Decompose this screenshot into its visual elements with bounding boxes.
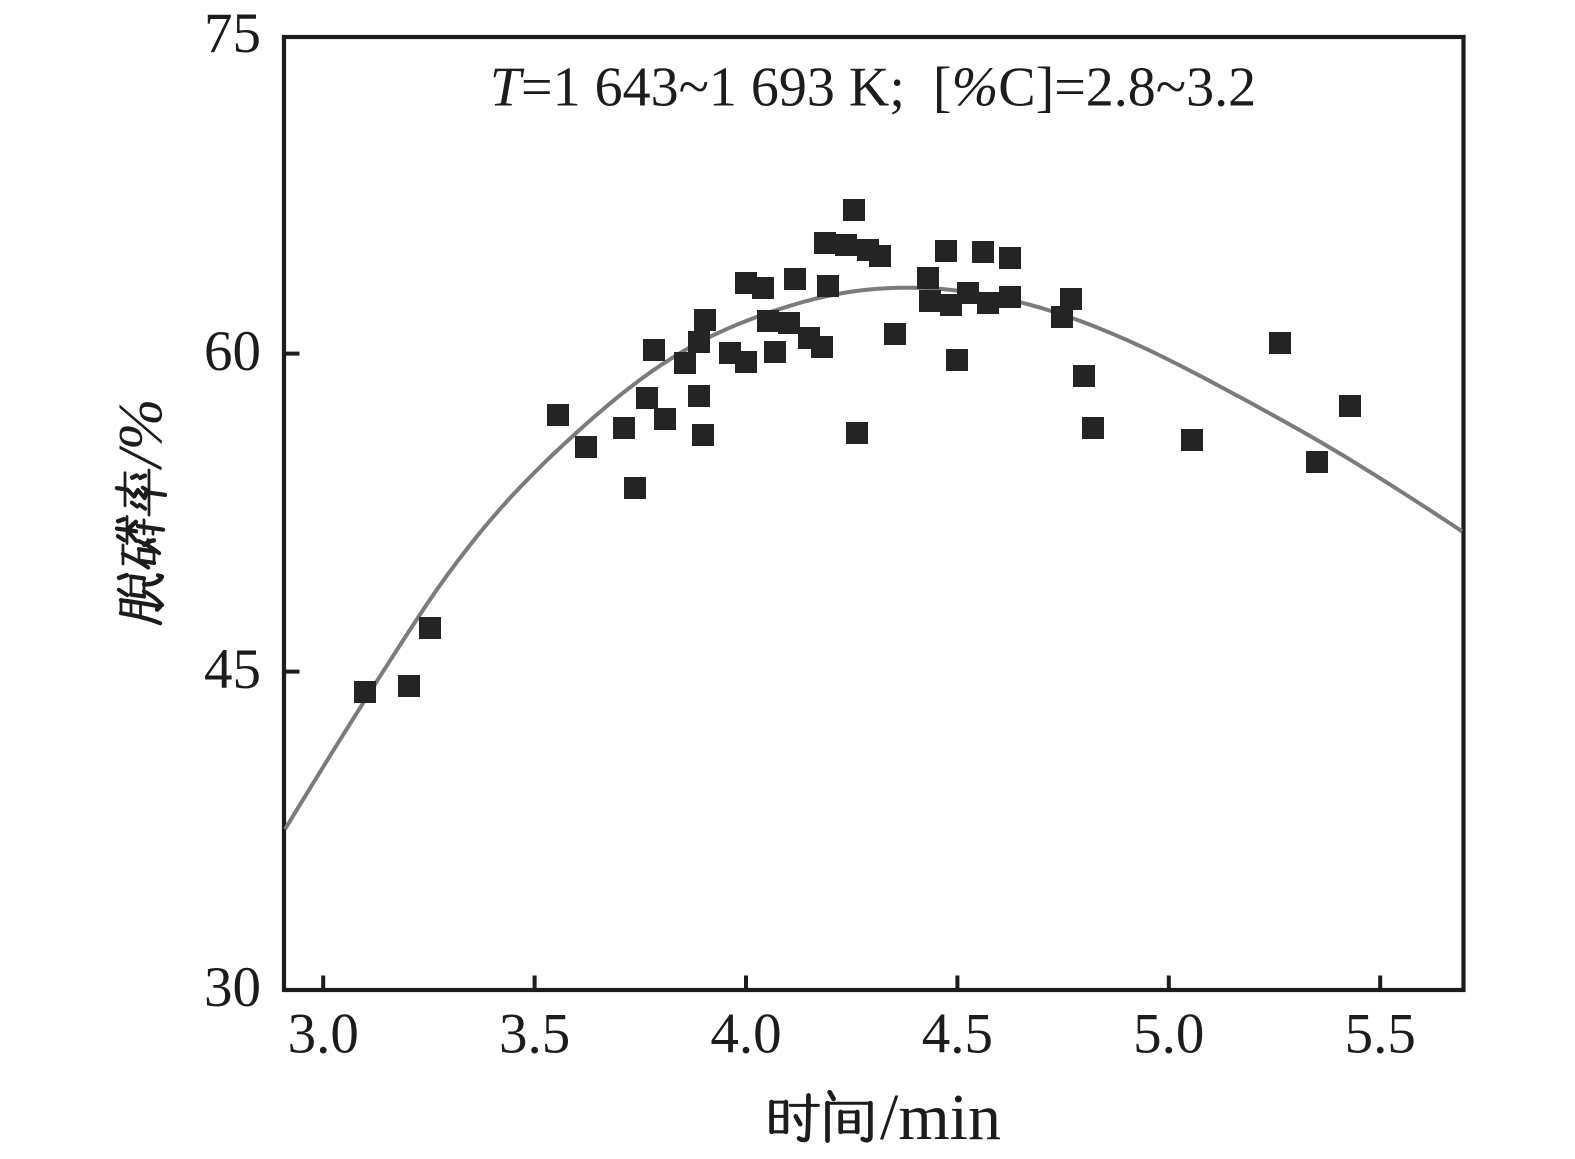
svg-text:4.0: 4.0 <box>710 1003 781 1066</box>
svg-text:5.0: 5.0 <box>1133 1003 1204 1066</box>
svg-text:60: 60 <box>204 320 261 383</box>
svg-text:3.5: 3.5 <box>499 1003 570 1066</box>
svg-text:/%: /% <box>107 399 175 471</box>
svg-text:3.0: 3.0 <box>288 1003 359 1066</box>
svg-text:75: 75 <box>204 2 261 65</box>
svg-text:4.5: 4.5 <box>922 1003 993 1066</box>
svg-text:45: 45 <box>204 638 261 701</box>
svg-text:30: 30 <box>204 956 261 1019</box>
svg-text:/min: /min <box>880 1081 1001 1154</box>
svg-text:T=1 643~1 693 K; [%C]=2.8~3.2: T=1 643~1 693 K; [%C]=2.8~3.2 <box>490 57 1256 119</box>
svg-text:5.5: 5.5 <box>1345 1003 1416 1066</box>
